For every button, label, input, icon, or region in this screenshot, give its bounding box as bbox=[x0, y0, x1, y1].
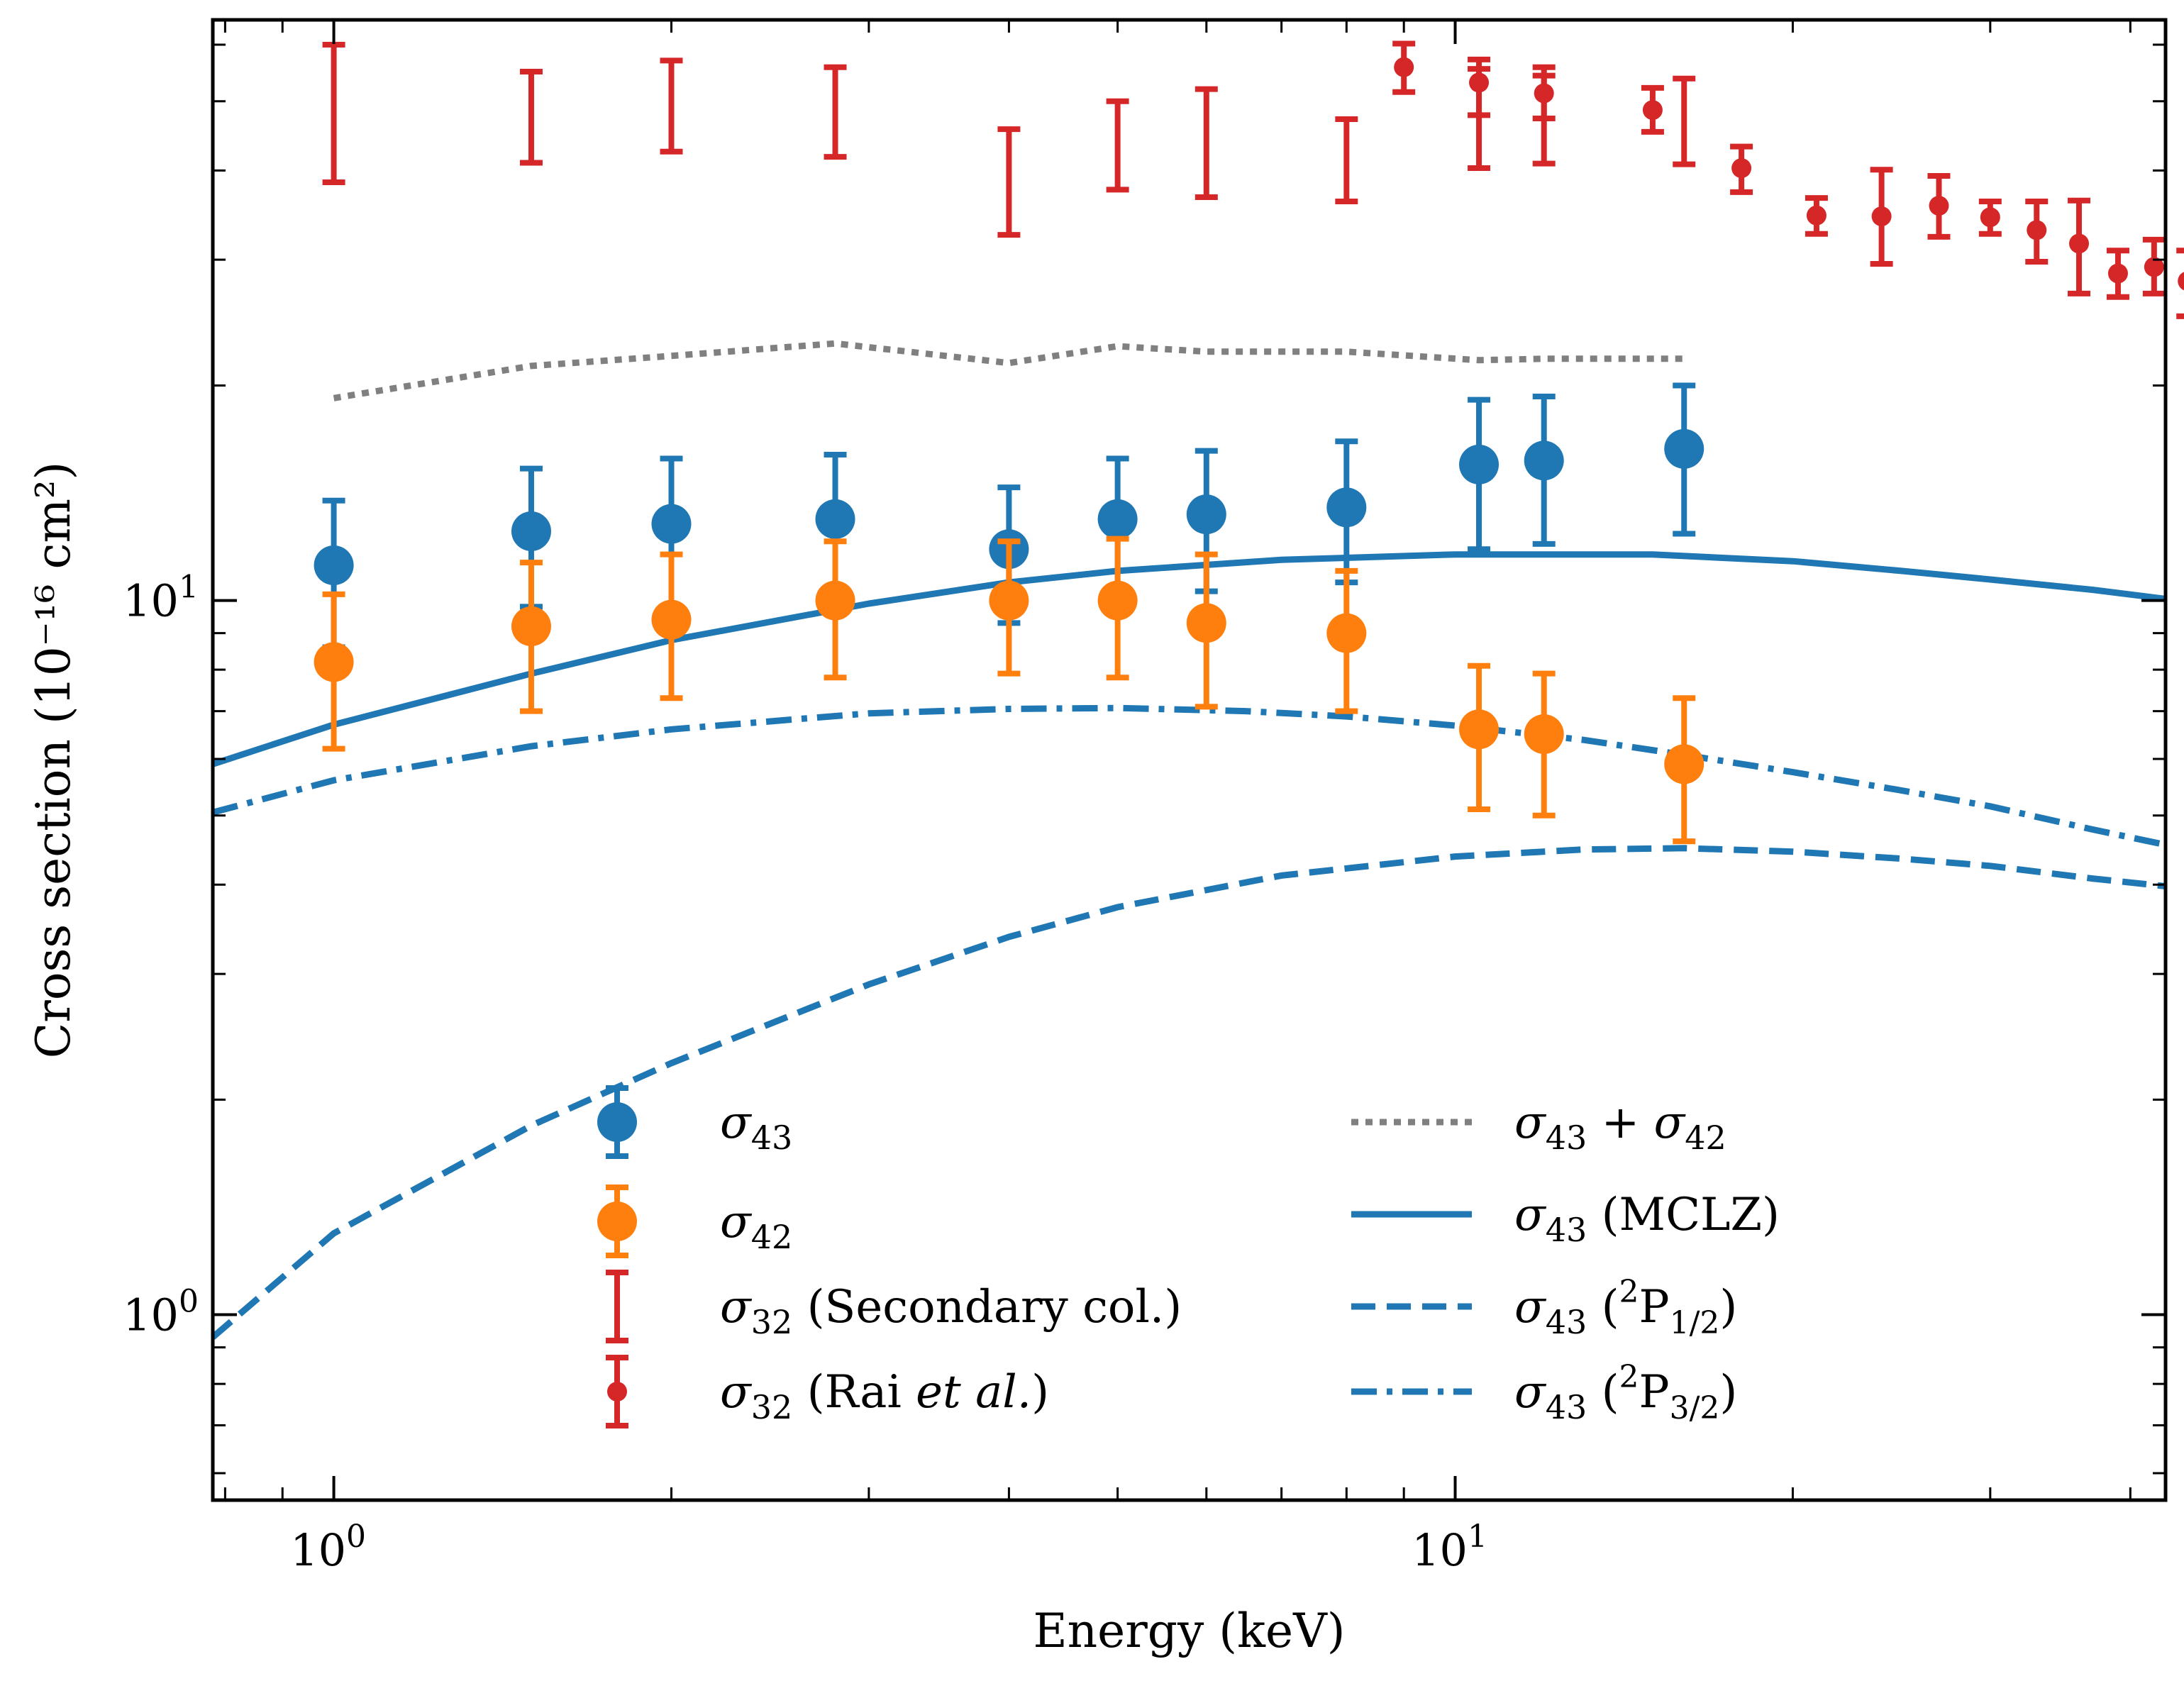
p32-curve bbox=[211, 704, 2166, 848]
axis-ticks bbox=[213, 20, 2166, 1500]
model-curves bbox=[211, 340, 2166, 1340]
sigma43-marker bbox=[1326, 487, 1367, 528]
sigma43-marker bbox=[1664, 428, 1704, 469]
sigma32_rai-marker bbox=[1534, 83, 1554, 104]
sigma42-legend-marker bbox=[597, 1202, 637, 1241]
p12-curve bbox=[211, 845, 2166, 1340]
sigma32_rai-marker bbox=[1929, 196, 1949, 216]
axis-labels: 100 101 100 101 Energy (keV) Cross section (1… bbox=[26, 462, 1487, 1658]
sigma43-marker bbox=[1524, 440, 1564, 481]
sigma32_rai-marker bbox=[1469, 72, 1490, 93]
sigma43-legend-marker bbox=[597, 1102, 637, 1142]
sigma43-legend-label: σ43 bbox=[720, 1097, 792, 1157]
sigma32_rai-marker bbox=[2107, 263, 2128, 284]
x-tick-label: 100 bbox=[290, 1519, 366, 1576]
sigma42-marker bbox=[1664, 744, 1704, 784]
sigma43-marker bbox=[1097, 499, 1138, 539]
sigma42-marker bbox=[1326, 613, 1367, 653]
sigma43-marker bbox=[511, 511, 551, 551]
y-tick-label: 101 bbox=[123, 570, 199, 627]
x-axis-label: Energy (keV) bbox=[1033, 1604, 1345, 1658]
sigma32_rai-marker bbox=[1394, 57, 1414, 77]
sigma42-marker bbox=[815, 580, 855, 621]
sigma32_rai-marker bbox=[1806, 205, 1827, 226]
y-axis-label: Cross section (10⁻¹⁶ cm²) bbox=[26, 462, 81, 1058]
sigma32_secondary-legend-label: σ32 (Secondary col.) bbox=[720, 1281, 1182, 1341]
sigma43-marker bbox=[815, 499, 855, 539]
p12-legend-label: σ43 (2P1/2) bbox=[1514, 1274, 1737, 1341]
sum-legend-label: σ43 + σ42 bbox=[1514, 1097, 1726, 1157]
sigma42-marker bbox=[1097, 580, 1138, 621]
sigma42-legend-label: σ42 bbox=[720, 1196, 792, 1256]
plot-frame bbox=[211, 18, 2168, 1502]
sigma43-marker bbox=[314, 545, 354, 586]
sigma42-marker bbox=[651, 599, 692, 640]
data-points bbox=[314, 40, 2184, 845]
mclz-curve bbox=[211, 551, 2166, 767]
sigma42-marker bbox=[989, 580, 1029, 621]
sigma32_rai-marker bbox=[1731, 158, 1752, 179]
sigma42-marker bbox=[1524, 714, 1564, 754]
sigma32_rai-marker bbox=[2027, 220, 2047, 240]
p32-legend-label: σ43 (2P3/2) bbox=[1514, 1359, 1737, 1426]
sigma43-marker bbox=[651, 504, 692, 544]
sigma32_rai-legend-marker bbox=[607, 1382, 627, 1402]
x-tick-label: 101 bbox=[1412, 1519, 1487, 1576]
sum-curve bbox=[333, 340, 1685, 401]
legend: σ43 σ42 σ32 (Secondary col.) σ32 (Rai et al… bbox=[597, 1085, 1780, 1428]
mclz-legend-label: σ43 (MCLZ) bbox=[1514, 1189, 1780, 1249]
y-tick-label: 100 bbox=[123, 1284, 199, 1341]
sigma32_rai-legend-label: σ32 (Rai et al.) bbox=[720, 1366, 1049, 1426]
sigma42-marker bbox=[314, 642, 354, 682]
sigma43-marker bbox=[1459, 444, 1500, 484]
sigma32_rai-marker bbox=[2178, 272, 2184, 291]
sigma42-marker bbox=[1186, 603, 1226, 643]
sigma32_rai-marker bbox=[2144, 257, 2164, 277]
sigma42-marker bbox=[511, 606, 551, 647]
sigma32_rai-marker bbox=[1871, 206, 1892, 227]
sigma42-marker bbox=[1459, 709, 1500, 750]
sigma32_rai-marker bbox=[1642, 100, 1663, 121]
sigma43-marker bbox=[1186, 494, 1226, 535]
sigma32_rai-marker bbox=[1980, 207, 2000, 228]
sigma32_rai-marker bbox=[2069, 233, 2090, 254]
